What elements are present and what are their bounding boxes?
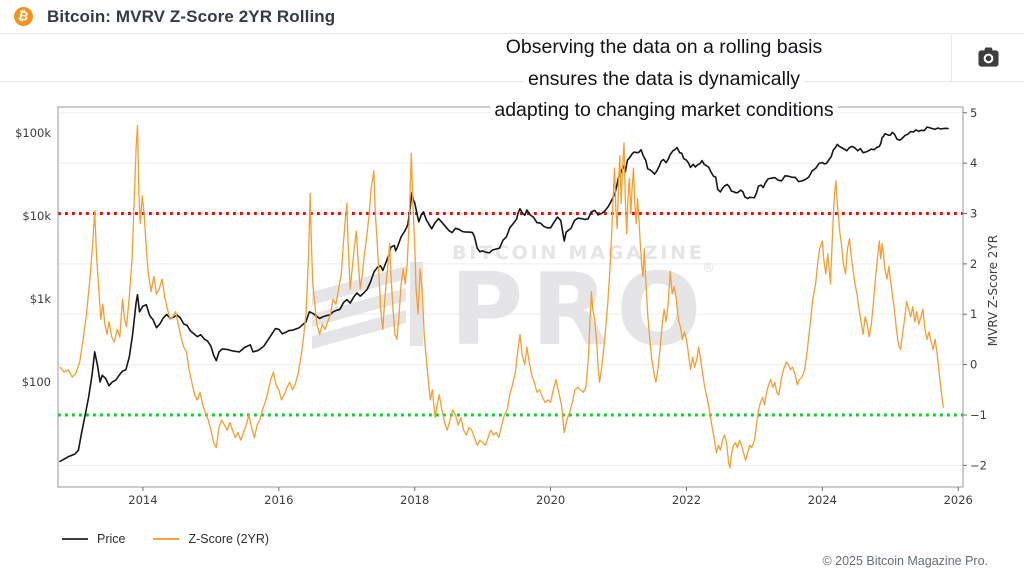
y-axis-right-label: 4: [970, 156, 977, 170]
camera-icon: [978, 47, 999, 67]
price-line-swatch: [62, 538, 88, 540]
watermark-flag-stripe: [312, 288, 406, 327]
y-axis-right-label: 0: [970, 358, 977, 372]
chart-legend: Price Z-Score (2YR): [62, 532, 297, 546]
watermark-flag-stripe: [312, 266, 406, 305]
y-axis-left-label: $100k: [15, 126, 51, 140]
y-axis-right-label: 1: [970, 307, 977, 321]
bitcoin-logo-icon: ₿: [14, 7, 33, 26]
y-axis-right-label: −1: [970, 408, 987, 422]
chart-annotation: Observing the data on a rolling basis en…: [447, 32, 881, 127]
copyright-text: © 2025 Bitcoin Magazine Pro.: [822, 554, 988, 568]
annotation-line-3: adapting to changing market conditions: [490, 95, 838, 127]
page-title: Bitcoin: MVRV Z-Score 2YR Rolling: [47, 6, 336, 26]
annotation-line-1: Observing the data on a rolling basis: [501, 32, 827, 64]
watermark-text-line2: PRO: [450, 251, 709, 368]
x-axis-label: 2024: [808, 493, 837, 507]
x-axis-label: 2022: [672, 493, 701, 507]
y-axis-right-label: 2: [970, 257, 977, 271]
y-axis-right-label: 3: [970, 207, 977, 221]
screenshot-button[interactable]: [951, 34, 1024, 81]
watermark-registered-mark: ®: [702, 261, 715, 276]
y-axis-left-label: $10k: [22, 209, 51, 223]
watermark-text-line1: BITCOIN MAGAZINE: [452, 242, 705, 264]
legend-label-zscore: Z-Score (2YR): [188, 532, 270, 546]
annotation-line-2: ensures the data is dynamically: [523, 63, 805, 95]
legend-item-zscore[interactable]: Z-Score (2YR): [153, 532, 269, 546]
x-axis-label: 2018: [400, 493, 429, 507]
price-line-series: [59, 126, 949, 463]
y-axis-right-label: 5: [970, 106, 977, 120]
y-axis-left-label: $100: [22, 375, 51, 389]
x-axis-label: 2016: [264, 493, 293, 507]
y-axis-right-title: MVRV Z-Score 2YR: [986, 235, 1000, 346]
toolbar-divider: [0, 81, 1024, 82]
zscore-line-swatch: [153, 538, 180, 540]
header-bar: ₿ Bitcoin: MVRV Z-Score 2YR Rolling: [0, 0, 1024, 34]
legend-item-price[interactable]: Price: [62, 532, 125, 546]
bitcoin-symbol: ₿: [17, 7, 31, 25]
x-axis-label: 2014: [128, 493, 157, 507]
x-axis-label: 2020: [536, 493, 565, 507]
y-axis-right-label: −2: [970, 458, 987, 472]
x-axis-label: 2026: [944, 493, 973, 507]
watermark-flag-stripe: [312, 310, 406, 349]
legend-label-price: Price: [97, 532, 126, 546]
zscore-line-series: [59, 124, 944, 469]
y-axis-left-label: $1k: [30, 292, 52, 306]
